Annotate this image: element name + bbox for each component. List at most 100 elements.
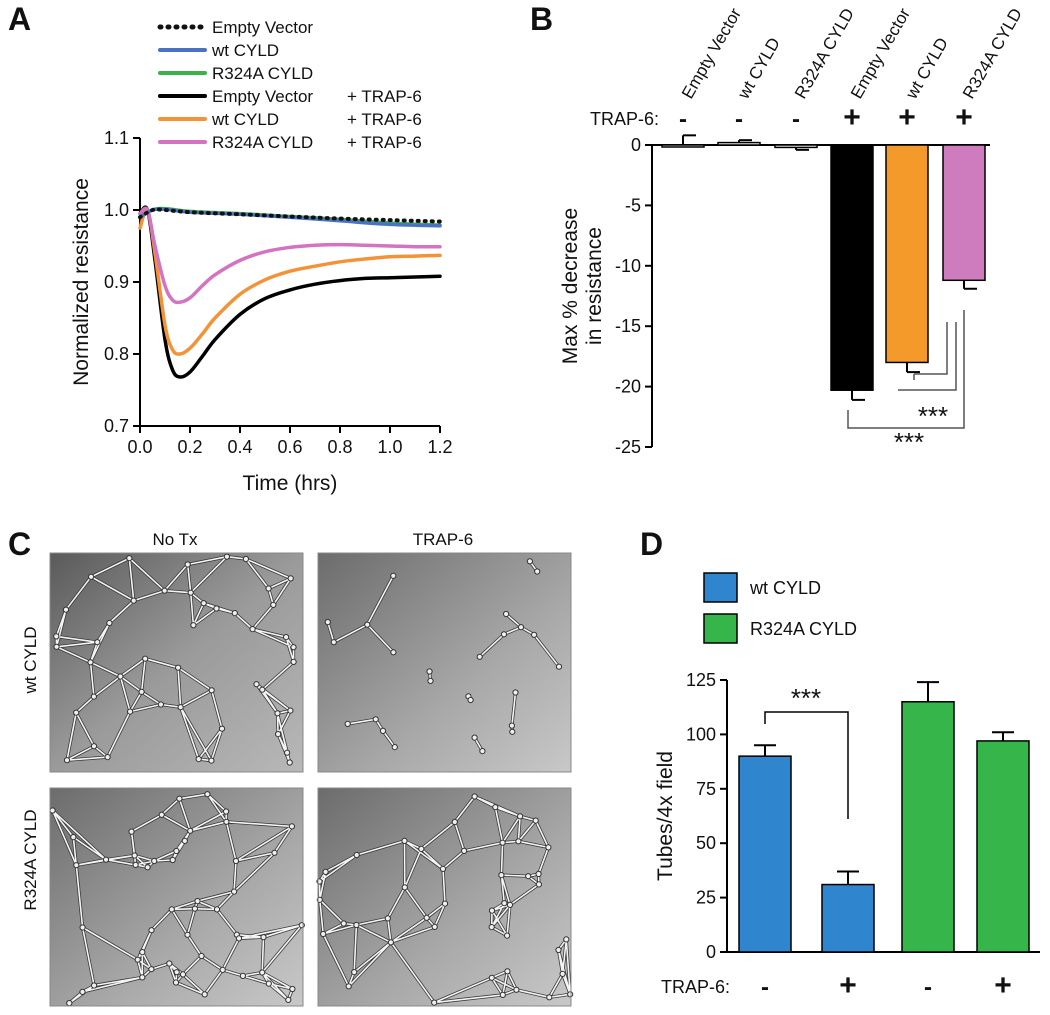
d-treatment-3: + (994, 969, 1012, 1002)
micro-node-3-19 (418, 845, 425, 853)
micro-node-0-41 (62, 606, 70, 613)
legend-suffix-4: + TRAP-6 (347, 110, 422, 129)
micro-node-3-0 (488, 924, 495, 931)
micro-node-0-28 (195, 756, 202, 763)
micro-node-0-0 (130, 597, 137, 604)
micro-node-3-20 (431, 923, 438, 931)
a-xtick-label-5: 1.0 (377, 437, 402, 457)
b-bar-3 (830, 144, 874, 391)
micro-node-3-36 (461, 847, 468, 855)
micro-node-1-12 (426, 668, 433, 675)
micro-node-3-29 (353, 921, 360, 929)
micro-node-0-17 (53, 633, 60, 640)
a-xtick-label-6: 1.2 (427, 437, 452, 457)
micro-node-2-32 (187, 827, 194, 834)
b-category-label-4: wt CYLD (902, 34, 952, 102)
b-sig-bracket-0-c (898, 322, 957, 391)
d-treatment-0: - (761, 974, 769, 1001)
micro-node-1-7 (390, 649, 397, 656)
b-bar-0 (661, 144, 705, 148)
micro-node-2-26 (151, 857, 158, 865)
micro-node-0-9 (265, 585, 272, 592)
legend-label-4: wt CYLD (211, 110, 279, 129)
b-ytick-label-5: -25 (615, 437, 641, 457)
panel-c-col-header-trap6: TRAP-6 (413, 530, 473, 549)
b-treatment-3: + (843, 101, 861, 134)
micro-node-3-13 (504, 932, 511, 939)
micro-node-3-37 (441, 900, 449, 907)
micrograph-wt-notx (49, 552, 304, 773)
micro-node-3-12 (320, 930, 327, 938)
micro-node-0-2 (213, 605, 220, 612)
b-sig-bracket-1 (847, 310, 965, 429)
a-series-5 (138, 206, 442, 305)
micro-node-3-28 (567, 991, 574, 998)
micro-node-3-31 (471, 793, 478, 800)
micro-node-2-44 (231, 888, 238, 895)
micro-node-0-40 (208, 757, 215, 764)
micro-node-0-29 (287, 575, 294, 582)
d-legend-label-0: wt CYLD (749, 578, 821, 598)
micro-node-0-15 (175, 664, 182, 671)
micro-node-1-1 (390, 572, 397, 579)
micro-node-2-2 (194, 898, 201, 905)
micro-node-3-40 (423, 914, 430, 921)
micro-node-2-36 (173, 969, 180, 976)
micro-node-2-25 (223, 818, 230, 825)
micro-node-2-35 (201, 991, 208, 998)
micro-node-0-46 (200, 600, 207, 607)
legend-label-2: R324A CYLD (212, 64, 313, 83)
micro-node-3-7 (439, 865, 447, 873)
micro-node-2-17 (79, 924, 86, 931)
micro-node-2-45 (144, 864, 151, 871)
micro-node-1-5 (471, 734, 478, 741)
micro-frame-0 (49, 552, 304, 773)
a-xtick-label-4: 0.8 (327, 437, 352, 457)
micro-node-2-10 (285, 996, 292, 1004)
a-ytick-label-1: 0.8 (104, 344, 129, 364)
micro-node-2-48 (298, 922, 305, 929)
d-ytick-label-2: 50 (696, 833, 716, 853)
b-sig-bracket-0-a (914, 322, 948, 375)
micro-node-0-3 (290, 644, 297, 651)
micro-node-1-20 (508, 722, 515, 729)
legend-label-5: R324A CYLD (212, 133, 313, 152)
micro-node-0-33 (184, 561, 191, 568)
d-bar-1 (821, 883, 875, 953)
micro-node-0-5 (287, 707, 294, 714)
micro-node-2-13 (176, 795, 183, 802)
micro-node-2-49 (289, 985, 296, 993)
b-y-axis-title-2: in resistance (583, 227, 606, 345)
micro-node-0-18 (126, 555, 133, 562)
micro-node-3-25 (351, 969, 358, 976)
micro-node-3-27 (499, 839, 506, 846)
micro-node-2-27 (181, 837, 188, 845)
micro-node-3-15 (546, 994, 553, 1001)
legend-label-1: wt CYLD (211, 41, 279, 60)
a-y-axis-title: Normalized resistance (70, 178, 93, 386)
micro-node-3-16 (532, 817, 539, 824)
micro-node-2-1 (260, 934, 267, 941)
micro-node-0-42 (157, 701, 164, 708)
d-ytick-label-3: 75 (696, 779, 716, 799)
micro-node-0-20 (284, 749, 291, 756)
b-bar-1 (717, 141, 761, 146)
b-bar-2 (774, 144, 818, 149)
b-ytick-label-0: 0 (631, 135, 641, 155)
micro-node-3-34 (401, 884, 408, 891)
micro-node-2-18 (168, 906, 175, 913)
micro-node-2-46 (173, 847, 180, 855)
micro-node-2-30 (265, 980, 272, 987)
a-ytick-label-4: 1.1 (104, 128, 129, 148)
micro-node-1-17 (534, 568, 541, 575)
micro-node-3-41 (384, 915, 391, 922)
micro-node-1-22 (391, 744, 398, 751)
micro-node-2-34 (191, 905, 198, 912)
panel-c-row-header-wt: wt CYLD (21, 626, 40, 694)
legend-suffix-5: + TRAP-6 (347, 133, 422, 152)
panel-a-line-chart: Empty Vector wt CYLD R324A CYLD Empty Vecto… (70, 18, 453, 495)
d-ytick-label-0: 0 (706, 942, 716, 962)
micro-node-2-40 (102, 856, 110, 863)
a-series-4 (138, 207, 442, 356)
micro-node-2-4 (158, 811, 165, 818)
